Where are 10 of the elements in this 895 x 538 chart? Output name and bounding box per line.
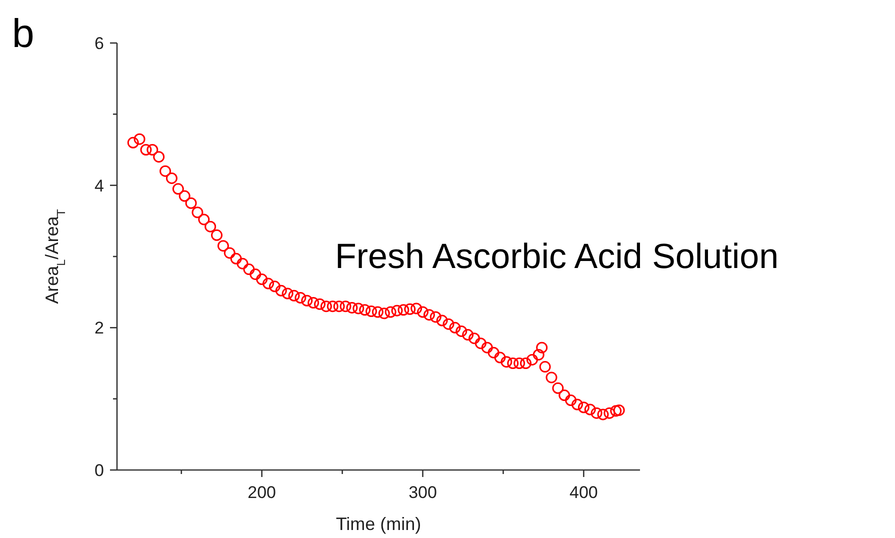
y-tick-label: 2 bbox=[94, 318, 104, 338]
x-tick-label: 200 bbox=[248, 483, 276, 502]
y-tick-label: 4 bbox=[94, 176, 104, 196]
x-tick-label: 300 bbox=[408, 483, 437, 502]
x-axis-title: Time (min) bbox=[336, 514, 422, 534]
y-tick-label: 0 bbox=[94, 461, 104, 480]
annotation: Fresh Ascorbic Acid Solution bbox=[335, 237, 779, 276]
x-tick-label: 400 bbox=[569, 483, 598, 502]
y-tick-label: 6 bbox=[94, 34, 104, 53]
text: b bbox=[12, 12, 34, 56]
